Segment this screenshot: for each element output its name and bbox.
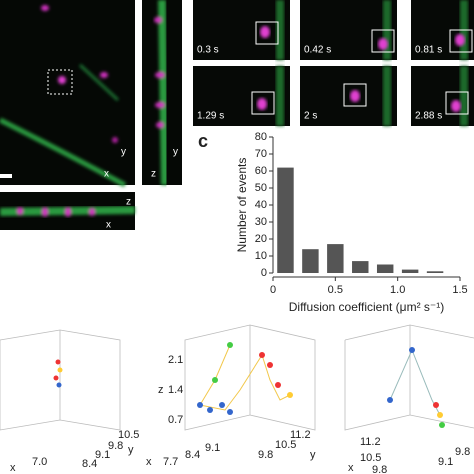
roi-box	[251, 91, 275, 115]
x-tick-label: 1.0	[390, 284, 405, 296]
axis-label: y	[121, 147, 126, 158]
tick-label: 9.1	[95, 449, 110, 461]
tick-label: 8.4	[82, 458, 97, 470]
axis-label: x	[10, 462, 16, 474]
frame	[193, 0, 290, 60]
image-content	[0, 5, 127, 188]
frame-streak	[276, 66, 284, 126]
bar	[327, 244, 344, 273]
roi-box	[255, 21, 279, 45]
axis-label: x	[104, 169, 109, 180]
roi-box	[449, 29, 473, 53]
frame-time: 2.88 s	[415, 111, 442, 122]
tick-label: 8.4	[185, 449, 200, 461]
tick-label: 9.8	[455, 446, 470, 458]
bar	[401, 269, 419, 273]
y-tick-label: 10	[255, 250, 267, 262]
tick-label: 11.2	[360, 436, 381, 448]
bar	[376, 264, 394, 273]
frame	[300, 66, 397, 126]
roi-box	[371, 29, 395, 53]
frame-time: 0.3 s	[197, 45, 219, 56]
x-tick-label: 0	[270, 284, 276, 296]
particle	[257, 98, 267, 110]
tick-label: 11.2	[290, 429, 311, 441]
tick-label: 9.8	[258, 449, 273, 461]
frame-streak	[460, 66, 468, 126]
frame-streak	[383, 66, 391, 126]
y-tick-label: 20	[255, 233, 267, 245]
bar	[277, 167, 294, 273]
scale-bar	[0, 174, 12, 178]
panel-label: c	[198, 131, 208, 151]
frame-streak	[276, 0, 284, 60]
tick-label: 0.7	[168, 414, 183, 426]
tick-label: 10.5	[360, 452, 381, 464]
axis-label: z	[151, 169, 156, 180]
axis-label: z	[126, 197, 131, 208]
tick-label: 9.1	[438, 456, 453, 468]
particle	[455, 34, 465, 46]
frame-time: 2 s	[304, 111, 317, 122]
y-tick-label: 60	[255, 165, 267, 177]
bar	[426, 271, 444, 273]
particle	[451, 100, 461, 112]
axis-label: y	[310, 449, 316, 461]
y-tick-label: 40	[255, 199, 267, 211]
tick-label: 7.7	[163, 456, 178, 468]
particle	[260, 26, 270, 38]
roi-box	[343, 83, 367, 107]
frame-time: 0.42 s	[304, 45, 331, 56]
bar	[352, 261, 369, 273]
plot3d: 2.1 z 1.4 0.7 x 7.7 8.4 9.1 9.8 10.5 11.…	[146, 324, 316, 468]
tick-label: 9.8	[372, 464, 387, 474]
plot3d: 10.5 9.8 9.1 8.4 y 7.0 x	[0, 329, 139, 474]
tick-label: 9.8	[108, 440, 123, 452]
x-tick-label: 1.5	[452, 284, 467, 296]
axis-label: z	[158, 384, 164, 396]
y-tick-label: 50	[255, 182, 267, 194]
particle	[378, 38, 388, 50]
tick-label: 9.1	[205, 442, 220, 454]
y-tick-label: 30	[255, 216, 267, 228]
axis-label: y	[173, 147, 178, 158]
axis-label: x	[146, 456, 152, 468]
x-axis-label: Diffusion coefficient (μm² s⁻¹)	[289, 300, 445, 314]
roi-box	[445, 91, 469, 115]
bar	[302, 249, 319, 273]
tick-label: 7.0	[32, 456, 47, 468]
y-axis-label: Number of events	[235, 158, 249, 253]
y-tick-label: 0	[261, 267, 267, 279]
frame-time: 0.81 s	[415, 45, 442, 56]
axis-label: x	[106, 220, 111, 231]
tick-label: 1.4	[168, 384, 183, 396]
tick-label: 2.1	[168, 354, 183, 366]
axis-label: x	[348, 462, 354, 474]
frame-time: 1.29 s	[197, 111, 224, 122]
plot3d: 11.2 10.5 9.8 x 9.1 9.8	[344, 324, 474, 474]
tick-label: 10.5	[118, 429, 139, 441]
tick-label: 10.5	[275, 439, 296, 451]
y-tick-label: 80	[255, 131, 267, 143]
particle	[350, 90, 360, 102]
y-tick-label: 70	[255, 148, 267, 160]
x-tick-label: 0.5	[328, 284, 343, 296]
axis-label: y	[128, 444, 134, 456]
